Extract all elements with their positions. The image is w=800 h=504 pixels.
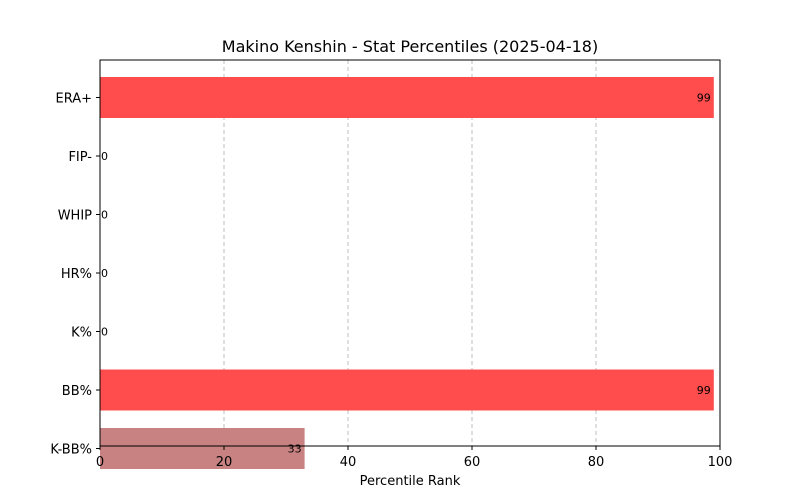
y-tick-label-era: ERA+: [55, 92, 92, 107]
y-tick-label-whip: WHIP: [58, 209, 92, 224]
x-axis-label: Percentile Rank: [360, 474, 461, 489]
data-label-era: 99: [697, 92, 711, 105]
x-axis-ticks: 0 20 40 60 80 100: [96, 446, 733, 470]
data-label-k-bb: 33: [288, 443, 302, 456]
bar-k-bb: [100, 428, 305, 469]
plot-frame: [99, 59, 721, 447]
x-tick-label-40: 40: [340, 455, 357, 470]
data-label-whip: 0: [101, 209, 108, 222]
y-tick-label-hr: HR%: [61, 267, 92, 282]
bar-era: [100, 77, 714, 118]
y-tick-label-fip: FIP-: [68, 150, 92, 165]
data-label-k: 0: [101, 326, 108, 339]
data-labels: 99 0 0 0 0 99 33: [101, 92, 711, 456]
x-tick-label-0: 0: [96, 455, 104, 470]
y-axis-ticks: ERA+ FIP- WHIP HR% K% BB% K-BB%: [50, 92, 100, 458]
x-tick-label-20: 20: [216, 455, 233, 470]
y-tick-label-k-bb: K-BB%: [50, 443, 92, 458]
data-label-fip: 0: [101, 150, 108, 163]
data-label-bb: 99: [697, 384, 711, 397]
bar-bb: [100, 369, 714, 411]
grid-lines: [223, 60, 597, 446]
x-tick-label-100: 100: [708, 455, 733, 470]
bars: [100, 77, 714, 469]
y-tick-label-k: K%: [71, 326, 92, 341]
x-tick-label-60: 60: [464, 455, 481, 470]
x-tick-label-80: 80: [588, 455, 605, 470]
data-label-hr: 0: [101, 267, 108, 280]
chart-title: Makino Kenshin - Stat Percentiles (2025-…: [222, 37, 598, 56]
y-tick-label-bb: BB%: [62, 384, 92, 399]
